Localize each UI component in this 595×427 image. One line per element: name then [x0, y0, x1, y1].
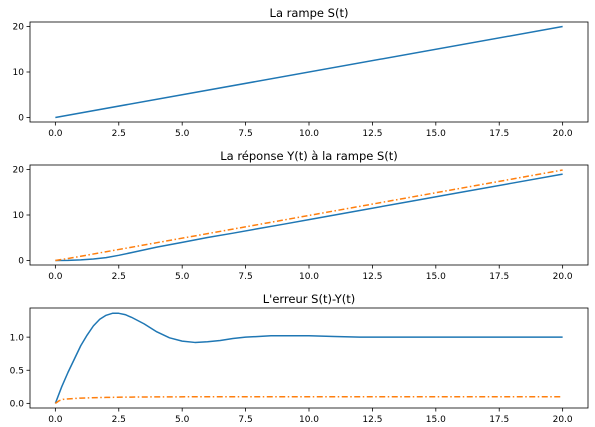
response-x-tick-label: 2.5	[112, 272, 126, 282]
error-x-tick-label: 10.0	[299, 415, 319, 425]
response-y-tick-label: 20	[13, 166, 25, 176]
ramp-y-tick-label: 0	[18, 114, 24, 124]
subplot-ramp-plot: 0.0 2.5 5.0 7.5 10.0 12.5 15.0 17.5 20.0 0 10 20	[13, 21, 589, 139]
ramp-x-tick-label: 7.5	[238, 129, 252, 139]
response-x-tick-label: 20.0	[553, 272, 573, 282]
ramp-x-tick-label: 20.0	[553, 129, 573, 139]
ramp-y-tick-label: 10	[13, 68, 25, 78]
error-x-tick-label: 20.0	[553, 415, 573, 425]
error-x-tick-label: 12.5	[362, 415, 382, 425]
response-y-tick-label: 0	[18, 257, 24, 267]
ramp-x-tick-label: 0.0	[48, 129, 63, 139]
subplot-response-plot: 0.0 2.5 5.0 7.5 10.0 12.5 15.0 17.5 20.0 0 10 20	[13, 164, 589, 282]
response-x-tick-label: 15.0	[426, 272, 446, 282]
error-x-tick-label: 0.0	[48, 415, 63, 425]
response-x-tick-label: 7.5	[238, 272, 252, 282]
ramp-x-tick-label: 17.5	[489, 129, 509, 139]
ramp-y-tick-label: 20	[13, 23, 25, 33]
response-x-tick-label: 10.0	[299, 272, 319, 282]
ramp-x-tick-label: 12.5	[362, 129, 382, 139]
error-x-tick-label: 7.5	[238, 415, 252, 425]
error-x-tick-label: 15.0	[426, 415, 446, 425]
ramp-x-tick-label: 2.5	[112, 129, 126, 139]
response-series-0-line	[55, 173, 563, 262]
response-series-1-line	[55, 169, 563, 262]
error-x-tick-label: 5.0	[175, 415, 190, 425]
ramp-x-tick-label: 5.0	[175, 129, 190, 139]
error-y-tick-label: 0.5	[10, 366, 24, 376]
response-y-tick-label: 10	[13, 211, 25, 221]
error-x-tick-label: 2.5	[112, 415, 126, 425]
error-series-0-line	[54, 312, 563, 404]
response-x-tick-label: 5.0	[175, 272, 190, 282]
error-y-tick-label: 0.0	[10, 400, 25, 410]
subplot-ramp-title: La rampe S(t)	[270, 6, 349, 20]
ramp-series-0-line	[55, 25, 563, 119]
subplot-error-title: L'erreur S(t)-Y(t)	[263, 292, 355, 306]
response-x-tick-label: 12.5	[362, 272, 382, 282]
error-y-tick-label: 1.0	[10, 333, 25, 343]
error-x-tick-label: 17.5	[489, 415, 509, 425]
error-series-1-line	[54, 395, 563, 404]
response-x-tick-label: 0.0	[48, 272, 63, 282]
subplot-ramp: La rampe S(t) 0.0 2.5 5.0 7.5 10.0 12.5 15.0 17…	[13, 6, 589, 139]
ramp-x-tick-label: 10.0	[299, 129, 319, 139]
subplot-error: L'erreur S(t)-Y(t) 0.0 2.5 5.0 7.5 10.0 12.5 1…	[10, 292, 589, 425]
subplot-error-plot: 0.0 2.5 5.0 7.5 10.0 12.5 15.0 17.5 20.0 0.0 0.5 1.…	[10, 307, 589, 425]
ramp-x-tick-label: 15.0	[426, 129, 446, 139]
subplot-response-title: La réponse Y(t) à la rampe S(t)	[220, 149, 398, 163]
subplot-response: La réponse Y(t) à la rampe S(t) 0.0 2.5 5.…	[13, 149, 589, 282]
response-x-tick-label: 17.5	[489, 272, 509, 282]
